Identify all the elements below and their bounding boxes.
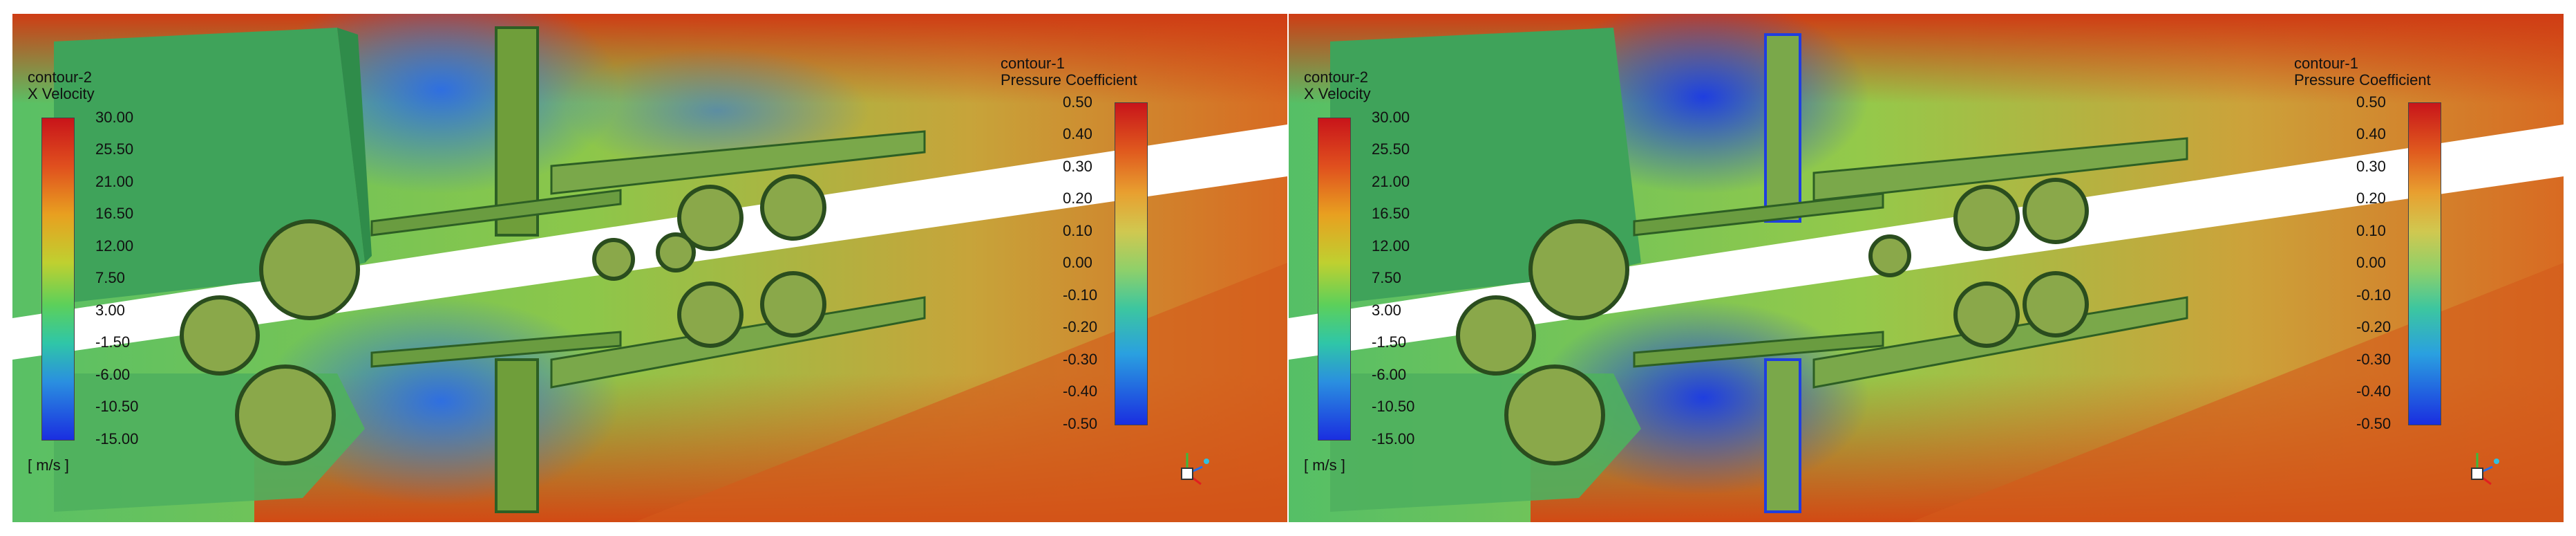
contour1-name: contour-1 xyxy=(2294,55,2358,72)
pressure-tick: 0.10 xyxy=(1063,222,1092,239)
axis-triad-icon xyxy=(2471,453,2499,486)
pressure-colorbar xyxy=(1115,102,1148,425)
velocity-tick: -15.00 xyxy=(1372,430,1415,447)
velocity-tick: 3.00 xyxy=(95,302,125,319)
velocity-colorbar xyxy=(1318,118,1351,441)
velocity-tick: -1.50 xyxy=(95,333,131,351)
pressure-tick: 0.30 xyxy=(1063,158,1092,175)
velocity-tick: 30.00 xyxy=(95,109,134,126)
velocity-units: [ m/s ] xyxy=(1304,456,1345,474)
contour2-variable: X Velocity xyxy=(1304,85,1371,102)
velocity-tick: -10.50 xyxy=(1372,398,1415,415)
pressure-tick: -0.50 xyxy=(1063,415,1098,432)
velocity-tick: 7.50 xyxy=(95,269,125,286)
pressure-tick: 0.30 xyxy=(2356,158,2386,175)
pressure-tick: 0.00 xyxy=(2356,254,2386,271)
contour2-name: contour-2 xyxy=(1304,68,1368,86)
pressure-tick: 0.10 xyxy=(2356,222,2386,239)
right-viewport[interactable]: contour-2 X Velocity 30.00 25.50 21.00 1… xyxy=(1289,14,2564,522)
contour2-variable: X Velocity xyxy=(28,85,95,102)
contour2-name: contour-2 xyxy=(28,68,92,86)
pressure-tick: -0.30 xyxy=(1063,351,1098,368)
contour1-variable: Pressure Coefficient xyxy=(1001,71,1137,89)
velocity-tick: 12.00 xyxy=(95,237,134,255)
pressure-tick: 0.20 xyxy=(1063,190,1092,207)
contour1-name: contour-1 xyxy=(1001,55,1065,72)
pressure-tick: -0.10 xyxy=(1063,286,1098,304)
contour1-variable: Pressure Coefficient xyxy=(2294,71,2431,89)
pressure-tick: -0.20 xyxy=(2356,318,2392,335)
velocity-tick: 21.00 xyxy=(1372,173,1410,190)
velocity-tick: 7.50 xyxy=(1372,269,1401,286)
pressure-tick: 0.40 xyxy=(1063,125,1092,142)
velocity-tick: 3.00 xyxy=(1372,302,1401,319)
velocity-tick: -6.00 xyxy=(95,366,131,383)
axis-triad-icon xyxy=(1181,453,1209,486)
velocity-tick: 25.50 xyxy=(95,140,134,158)
pressure-tick: -0.40 xyxy=(2356,382,2392,400)
pressure-tick: -0.20 xyxy=(1063,318,1098,335)
velocity-tick: 12.00 xyxy=(1372,237,1410,255)
pressure-tick: 0.20 xyxy=(2356,190,2386,207)
velocity-tick: -6.00 xyxy=(1372,366,1407,383)
pressure-tick: -0.50 xyxy=(2356,415,2392,432)
left-contour-scene xyxy=(12,14,1287,522)
right-contour-scene xyxy=(1289,14,2564,522)
velocity-tick: 16.50 xyxy=(95,205,134,222)
velocity-colorbar xyxy=(41,118,75,441)
pressure-tick: -0.10 xyxy=(2356,286,2392,304)
velocity-tick: -15.00 xyxy=(95,430,139,447)
velocity-tick: 25.50 xyxy=(1372,140,1410,158)
pressure-tick: -0.30 xyxy=(2356,351,2392,368)
pressure-tick: 0.50 xyxy=(2356,93,2386,111)
pressure-colorbar xyxy=(2408,102,2441,425)
velocity-tick: -1.50 xyxy=(1372,333,1407,351)
left-viewport[interactable]: contour-2 X Velocity 30.00 25.50 21.00 1… xyxy=(12,14,1287,522)
pressure-tick: -0.40 xyxy=(1063,382,1098,400)
velocity-units: [ m/s ] xyxy=(28,456,69,474)
velocity-tick: 30.00 xyxy=(1372,109,1410,126)
pressure-tick: 0.50 xyxy=(1063,93,1092,111)
pressure-tick: 0.40 xyxy=(2356,125,2386,142)
velocity-tick: 16.50 xyxy=(1372,205,1410,222)
velocity-tick: 21.00 xyxy=(95,173,134,190)
pressure-tick: 0.00 xyxy=(1063,254,1092,271)
velocity-tick: -10.50 xyxy=(95,398,139,415)
